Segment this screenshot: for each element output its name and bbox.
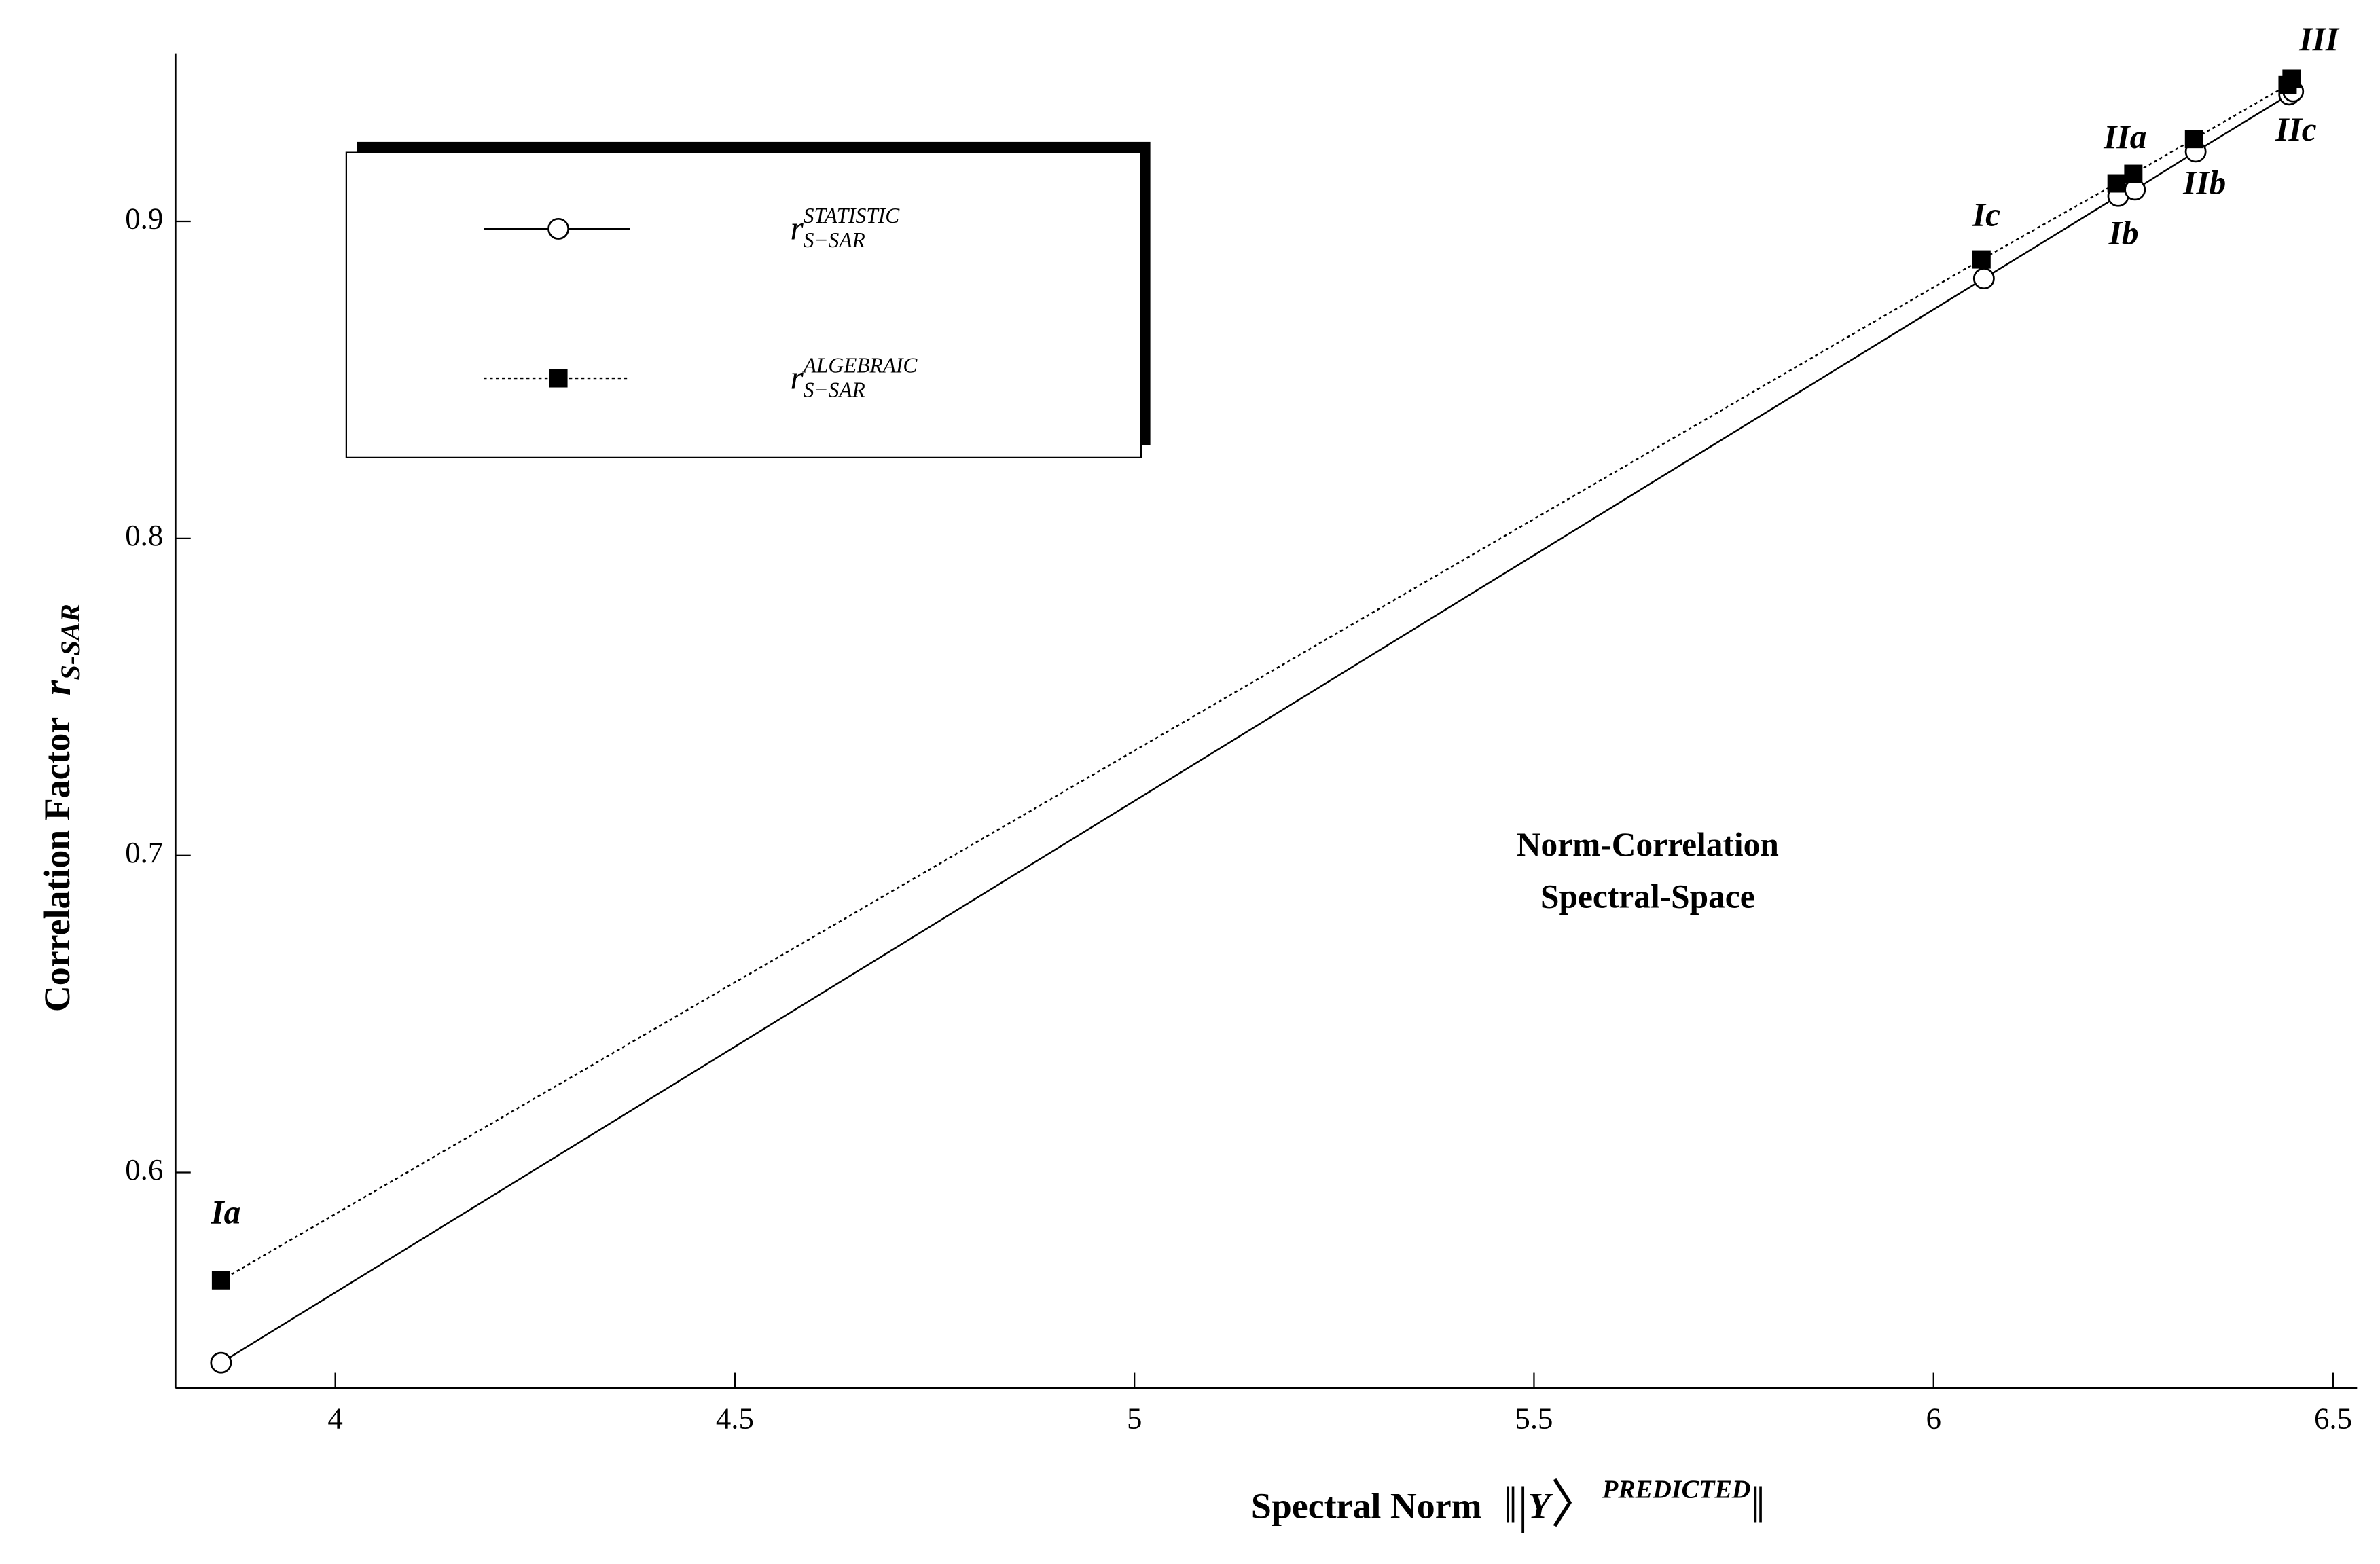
- y-label: Correlation Factor: [37, 717, 77, 1012]
- point: [2282, 69, 2301, 88]
- point: [211, 1271, 230, 1290]
- point-label: Ib: [2108, 215, 2139, 252]
- point: [1972, 268, 1995, 290]
- point-label: IIb: [2182, 164, 2226, 201]
- legend-subscript: S−SAR: [804, 228, 865, 252]
- point-label: Ic: [1972, 196, 2000, 234]
- point: [2124, 164, 2143, 183]
- annotation: Norm-Correlation: [1517, 826, 1779, 863]
- point: [210, 1351, 232, 1374]
- point: [1972, 250, 1991, 269]
- x-tick-label: 4.5: [716, 1402, 754, 1436]
- point: [2184, 130, 2203, 149]
- point-label: IIa: [2103, 118, 2146, 156]
- x-tick-label: 4: [327, 1402, 342, 1436]
- y-axis-label: Correlation Factor rS-SAR: [35, 604, 86, 1012]
- legend-label: rSTATISTIC S−SAR: [791, 204, 901, 252]
- legend-box: [345, 151, 1142, 458]
- legend-name: ALGEBRAIC: [802, 354, 918, 378]
- legend-subscript: S−SAR: [804, 378, 865, 401]
- x-axis-label: Spectral Norm ‖|Y〉PREDICTED‖: [1251, 1476, 1765, 1534]
- legend-symbol: r: [791, 359, 804, 397]
- norm-bar: ‖|: [1503, 1476, 1528, 1533]
- x-label-superscript: PREDICTED: [1602, 1476, 1750, 1504]
- legend-symbol: r: [791, 210, 804, 247]
- legend-marker: [549, 369, 568, 388]
- x-tick-label: 5: [1127, 1402, 1142, 1436]
- x-tick-label: 6.5: [2314, 1402, 2352, 1436]
- y-label-symbol: r: [35, 679, 79, 695]
- y-tick-label: 0.7: [125, 835, 163, 869]
- annotation: Spectral-Space: [1540, 878, 1755, 915]
- x-label-symbol: Y: [1528, 1486, 1554, 1527]
- legend-marker: [547, 217, 570, 240]
- legend-name: STATISTIC: [804, 204, 901, 228]
- x-label-text: Spectral Norm: [1251, 1486, 1482, 1527]
- y-label-text: Correlation Factor: [37, 717, 77, 1012]
- legend-label: rALGEBRAIC S−SAR: [791, 354, 918, 402]
- y-tick-label: 0.8: [125, 518, 163, 552]
- point-label: Ia: [210, 1194, 240, 1231]
- norm-bar: ‖: [1750, 1476, 1765, 1533]
- x-tick-label: 6: [1926, 1402, 1941, 1436]
- point-label: IIc: [2275, 111, 2316, 148]
- y-tick-label: 0.9: [125, 201, 163, 235]
- x-tick-label: 5.5: [1515, 1402, 1553, 1436]
- y-label-subscript: S-SAR: [55, 604, 86, 680]
- point: [2107, 174, 2126, 193]
- ket: 〉: [1551, 1476, 1602, 1533]
- y-tick-label: 0.6: [125, 1152, 163, 1186]
- y-label-math: rS-SAR: [35, 604, 86, 695]
- point-label: III: [2298, 20, 2339, 58]
